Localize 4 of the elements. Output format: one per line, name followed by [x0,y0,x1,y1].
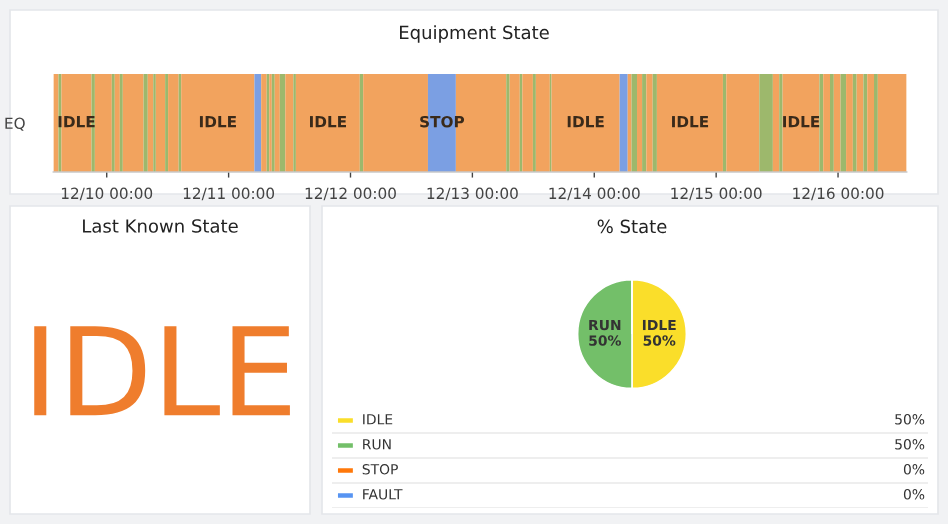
text: Last Known State [83,219,238,233]
chart-title: % State [597,219,667,234]
chart-title: Equipment State [400,25,549,43]
slice-label: IDLE [34,326,290,416]
